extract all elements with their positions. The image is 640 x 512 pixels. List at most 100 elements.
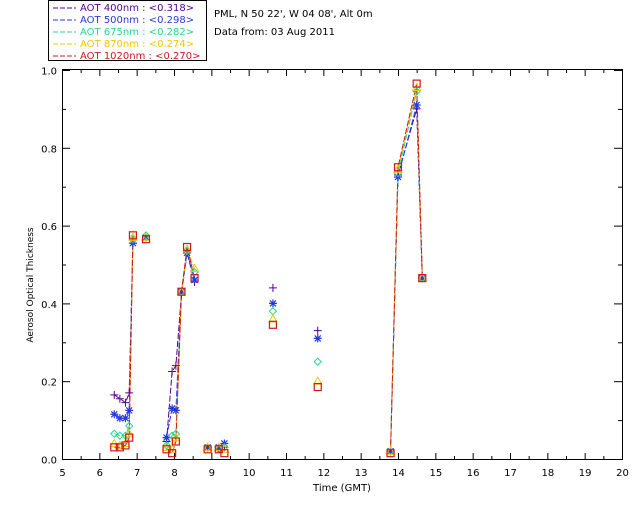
- x-tick-label: 20: [616, 468, 629, 479]
- data-point-series-2: [171, 429, 181, 438]
- legend-label: AOT 675nm : <0.282>: [80, 27, 194, 38]
- legend-box: [48, 0, 207, 61]
- data-point-series-2: [110, 429, 119, 438]
- data-point-series-0: [121, 398, 130, 407]
- x-tick-label: 9: [209, 468, 215, 479]
- data-point-series-4: [125, 433, 134, 442]
- data-point-series-4: [268, 320, 278, 329]
- axis-ticks: 5 6 7 8 9 10 11 12 13 14 15 16 17 18 19 20 0.0 0.2 0.4 0.6 0…: [41, 67, 629, 480]
- x-axis-label: Time (GMT): [312, 483, 371, 494]
- data-point-series-3: [385, 446, 396, 455]
- y-tick-label: 1.0: [41, 67, 57, 78]
- data-point-series-3: [213, 442, 224, 451]
- data-point-series-4: [412, 79, 421, 88]
- x-tick-label: 7: [134, 468, 140, 479]
- legend-label: AOT 870nm : <0.274>: [80, 39, 194, 50]
- legend: AOT 400nm : <0.318>AOT 500nm : <0.298>AO…: [48, 0, 207, 62]
- data-point-series-2: [162, 441, 171, 450]
- legend-label: AOT 400nm : <0.318>: [80, 3, 194, 14]
- x-tick-label: 18: [541, 468, 554, 479]
- legend-label: AOT 500nm : <0.298>: [80, 15, 194, 26]
- x-tick-label: 16: [467, 468, 480, 479]
- data-point-series-1: [412, 101, 421, 110]
- data-point-series-0: [115, 394, 124, 403]
- x-tick-label: 13: [355, 468, 368, 479]
- x-tick-label: 15: [429, 468, 442, 479]
- data-point-series-0: [268, 283, 277, 292]
- data-point-series-1: [115, 414, 124, 423]
- x-tick-label: 5: [59, 468, 65, 479]
- x-tick-label: 11: [280, 468, 293, 479]
- series-line: [166, 246, 195, 454]
- data-point-series-1: [142, 233, 150, 242]
- data-point-series-4: [203, 445, 212, 454]
- data-point-series-3: [109, 438, 120, 447]
- data-point-series-3: [202, 442, 213, 451]
- data-point-series-3: [124, 428, 135, 438]
- data-point-series-4: [168, 449, 177, 458]
- x-tick-label: 14: [392, 468, 405, 479]
- y-axis-label: Aerosol Optical Thickness: [26, 227, 36, 343]
- data-point-series-1: [190, 276, 199, 285]
- legend-label: AOT 1020nm : <0.270>: [80, 51, 200, 62]
- data-point-series-4: [128, 231, 138, 240]
- data-point-series-0: [125, 388, 134, 397]
- data-point-series-4: [418, 274, 427, 283]
- data-point-series-4: [386, 449, 395, 458]
- plot-frame: [62, 69, 623, 460]
- data-point-series-3: [120, 438, 131, 447]
- data-point-series-3: [128, 232, 138, 241]
- data-point-series-0: [110, 390, 119, 399]
- data-point-series-3: [268, 313, 278, 323]
- data-point-series-2: [115, 431, 125, 440]
- y-tick-label: 0.0: [41, 456, 57, 467]
- data-point-series-0: [171, 361, 180, 370]
- data-point-series-3: [189, 263, 200, 272]
- series-line: [390, 83, 423, 454]
- x-tick-label: 12: [317, 468, 330, 479]
- data-point-series-1: [203, 443, 212, 452]
- series-line: [166, 248, 195, 450]
- series-markers: [109, 79, 428, 458]
- data-point-series-4: [115, 443, 124, 452]
- data-point-series-4: [171, 437, 180, 446]
- data-point-series-2: [268, 306, 278, 316]
- data-point-series-1: [177, 287, 186, 296]
- site-label: PML, N 50 22', W 04 08', Alt 0m: [214, 9, 373, 20]
- data-point-series-4: [182, 242, 192, 252]
- y-tick-label: 0.2: [41, 378, 57, 389]
- x-tick-label: 6: [97, 468, 103, 479]
- data-point-series-4: [121, 441, 130, 450]
- data-point-series-3: [393, 164, 403, 173]
- data-point-series-2: [141, 231, 151, 240]
- data-point-series-3: [171, 432, 181, 442]
- data-point-series-1: [125, 406, 134, 415]
- data-point-series-1: [168, 404, 177, 413]
- x-tick-label: 19: [579, 468, 592, 479]
- data-point-series-3: [312, 376, 323, 385]
- y-tick-label: 0.8: [41, 144, 57, 155]
- data-point-series-1: [110, 410, 119, 419]
- data-point-series-1: [214, 443, 223, 452]
- data-point-series-1: [268, 299, 277, 308]
- data-point-series-4: [110, 443, 119, 452]
- x-tick-label: 17: [504, 468, 517, 479]
- x-tick-label: 8: [171, 468, 177, 479]
- series-line: [390, 87, 423, 452]
- data-point-series-1: [183, 248, 192, 257]
- data-point-series-4: [177, 287, 186, 296]
- data-point-series-3: [182, 243, 192, 253]
- series-lines: [114, 83, 423, 454]
- data-point-series-1: [162, 433, 171, 442]
- data-point-series-3: [141, 232, 151, 241]
- data-point-series-4: [393, 163, 403, 172]
- y-tick-label: 0.6: [41, 222, 57, 233]
- data-point-series-1: [121, 414, 130, 423]
- data-point-series-1: [171, 406, 180, 415]
- x-tick-label: 10: [243, 468, 256, 479]
- data-point-series-3: [161, 442, 172, 451]
- data-point-series-1: [313, 334, 322, 343]
- data-point-series-0: [313, 326, 322, 335]
- data-point-series-1: [418, 274, 427, 283]
